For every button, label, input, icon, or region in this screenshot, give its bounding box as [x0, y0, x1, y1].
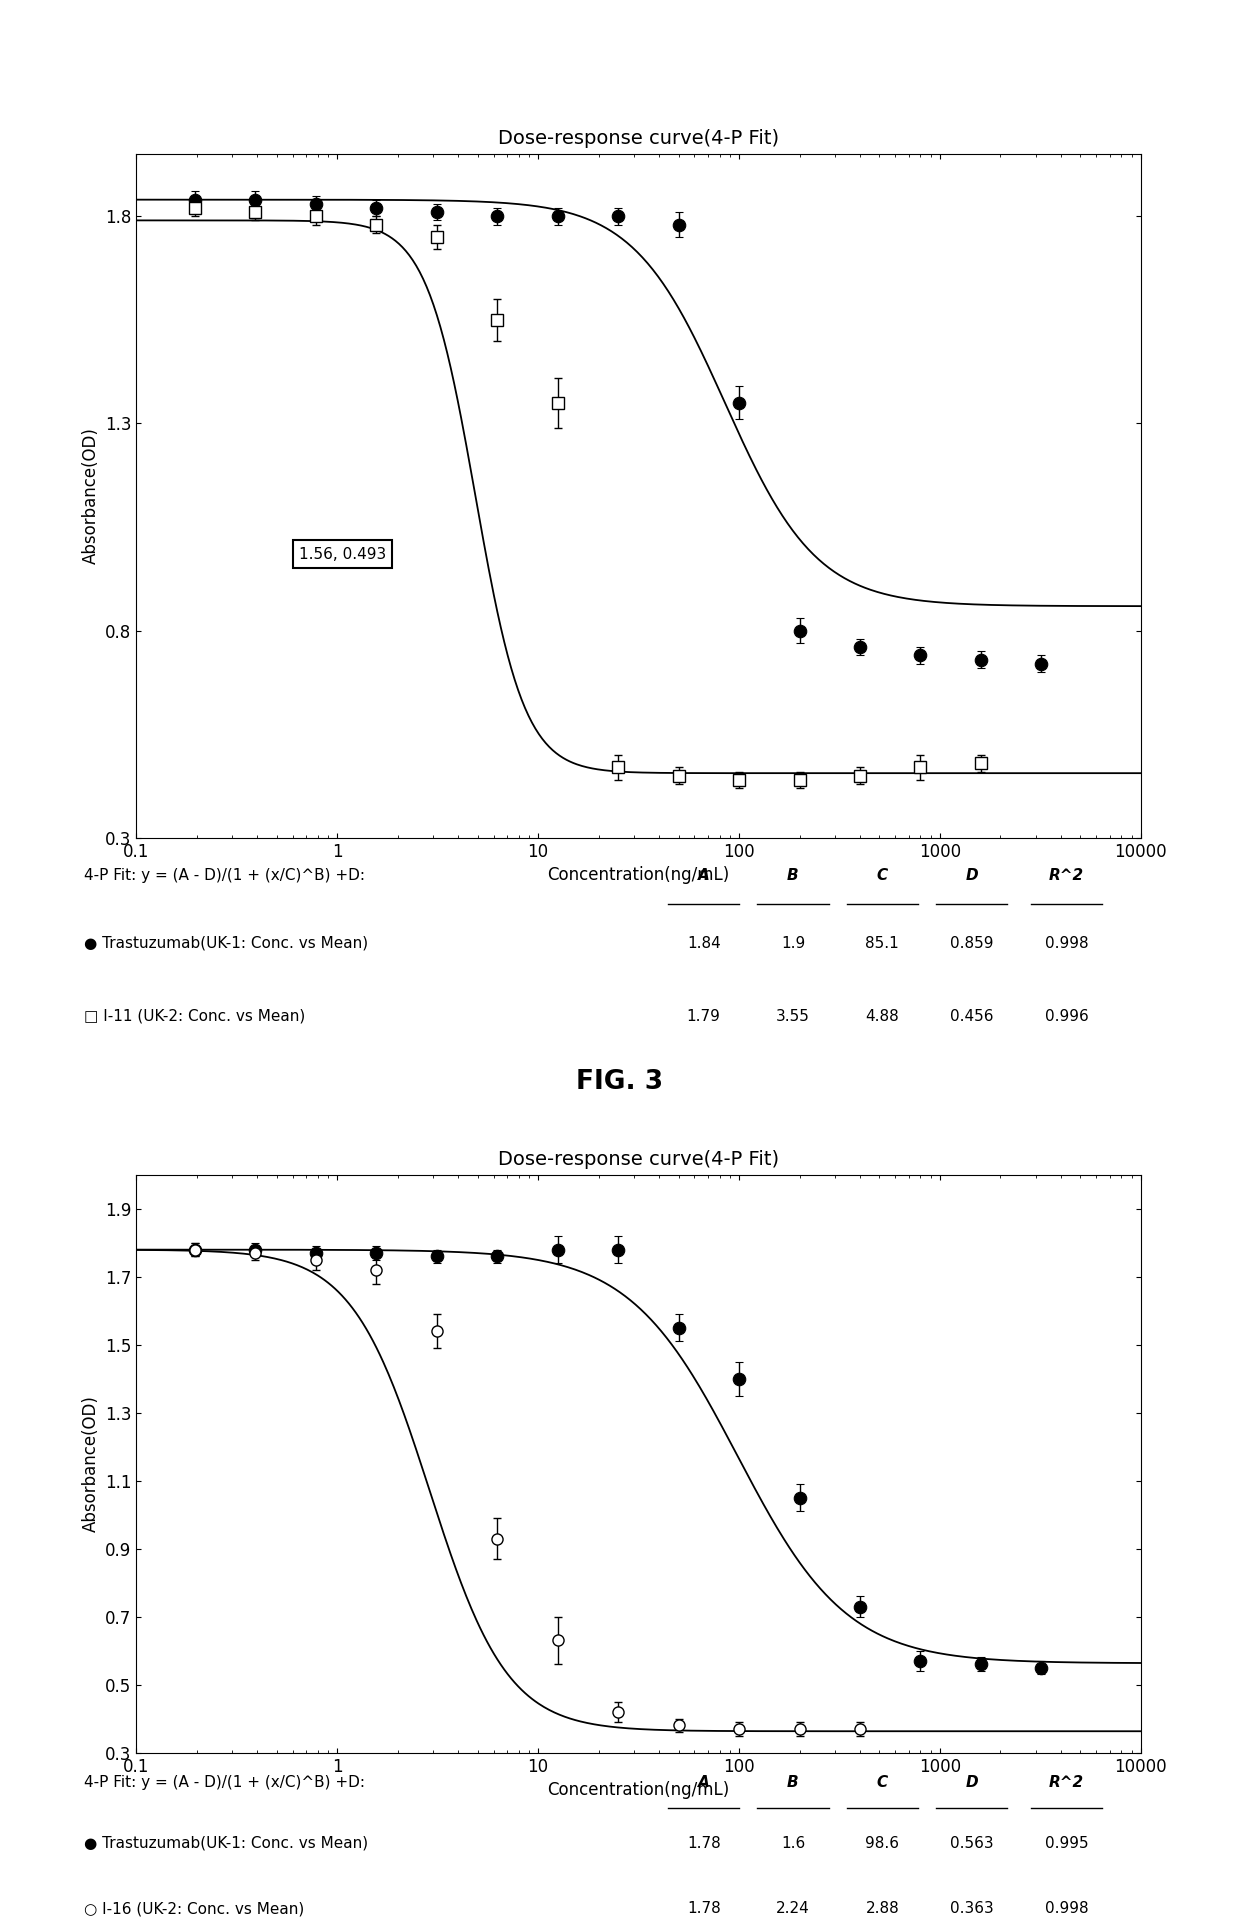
Text: R^2: R^2 [1049, 869, 1084, 882]
Text: 98.6: 98.6 [866, 1835, 899, 1851]
Text: 4.88: 4.88 [866, 1009, 899, 1025]
Text: 4-P Fit: y = (A - D)/(1 + (x/C)^B) +D:: 4-P Fit: y = (A - D)/(1 + (x/C)^B) +D: [84, 869, 366, 882]
Y-axis label: Absorbance(OD): Absorbance(OD) [82, 428, 99, 564]
Text: D: D [965, 869, 978, 882]
Text: 0.998: 0.998 [1044, 936, 1089, 951]
Text: 85.1: 85.1 [866, 936, 899, 951]
Text: 2.24: 2.24 [776, 1901, 810, 1916]
Text: 1.78: 1.78 [687, 1835, 720, 1851]
Text: 0.996: 0.996 [1044, 1009, 1089, 1025]
Text: ○ I-16 (UK-2: Conc. vs Mean): ○ I-16 (UK-2: Conc. vs Mean) [84, 1901, 305, 1916]
Text: FIG. 3: FIG. 3 [577, 1069, 663, 1096]
Text: 0.998: 0.998 [1044, 1901, 1089, 1916]
X-axis label: Concentration(ng/mL): Concentration(ng/mL) [548, 1782, 729, 1799]
Text: 1.9: 1.9 [781, 936, 805, 951]
Text: 1.84: 1.84 [687, 936, 720, 951]
Text: C: C [877, 1776, 888, 1791]
Text: 0.363: 0.363 [950, 1901, 993, 1916]
Title: Dose-response curve(4-P Fit): Dose-response curve(4-P Fit) [498, 1150, 779, 1169]
Text: 2.88: 2.88 [866, 1901, 899, 1916]
Text: 4-P Fit: y = (A - D)/(1 + (x/C)^B) +D:: 4-P Fit: y = (A - D)/(1 + (x/C)^B) +D: [84, 1776, 366, 1791]
Text: ● Trastuzumab(UK-1: Conc. vs Mean): ● Trastuzumab(UK-1: Conc. vs Mean) [84, 936, 368, 951]
Text: B: B [787, 869, 799, 882]
Text: C: C [877, 869, 888, 882]
Y-axis label: Absorbance(OD): Absorbance(OD) [82, 1394, 99, 1533]
Text: A: A [698, 869, 709, 882]
Text: 3.55: 3.55 [776, 1009, 810, 1025]
X-axis label: Concentration(ng/mL): Concentration(ng/mL) [548, 867, 729, 884]
Text: 0.456: 0.456 [950, 1009, 993, 1025]
Text: □ I-11 (UK-2: Conc. vs Mean): □ I-11 (UK-2: Conc. vs Mean) [84, 1009, 305, 1025]
Title: Dose-response curve(4-P Fit): Dose-response curve(4-P Fit) [498, 129, 779, 148]
Text: 1.79: 1.79 [687, 1009, 720, 1025]
Text: 1.78: 1.78 [687, 1901, 720, 1916]
Text: A: A [698, 1776, 709, 1791]
Text: B: B [787, 1776, 799, 1791]
Text: 0.563: 0.563 [950, 1835, 993, 1851]
Text: D: D [965, 1776, 978, 1791]
Text: 0.859: 0.859 [950, 936, 993, 951]
Text: R^2: R^2 [1049, 1776, 1084, 1791]
Text: ● Trastuzumab(UK-1: Conc. vs Mean): ● Trastuzumab(UK-1: Conc. vs Mean) [84, 1835, 368, 1851]
Text: 0.995: 0.995 [1044, 1835, 1089, 1851]
Text: 1.6: 1.6 [781, 1835, 805, 1851]
Text: 1.56, 0.493: 1.56, 0.493 [299, 547, 386, 562]
